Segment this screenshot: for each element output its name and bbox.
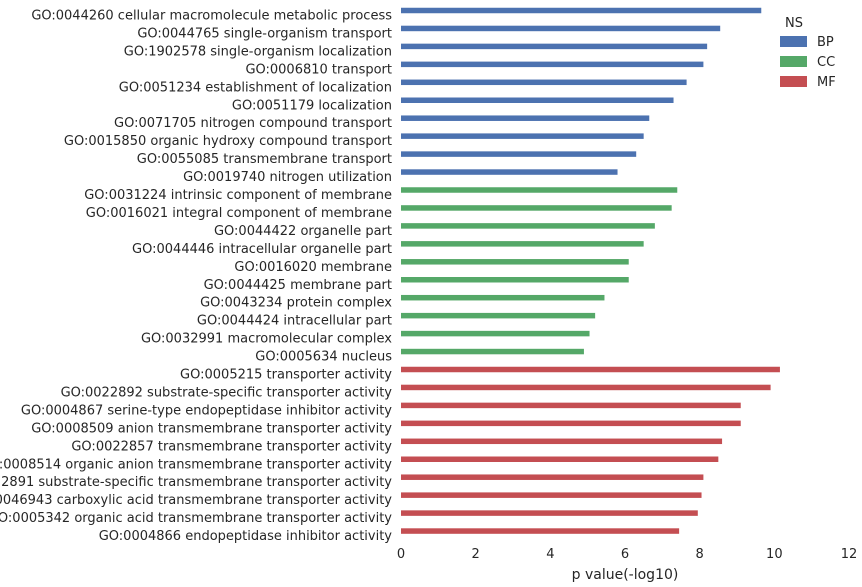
category-label: GO:0044425 membrane part xyxy=(204,278,392,293)
bar-cc xyxy=(401,330,590,337)
category-label: GO:0055085 transmembrane transport xyxy=(137,152,392,167)
bar-bp xyxy=(401,61,704,68)
category-label: GO:1902578 single-organism localization xyxy=(124,44,392,59)
bar-cc xyxy=(401,205,672,211)
bar-mf xyxy=(401,384,771,391)
category-label: GO:0022892 substrate-specific transporte… xyxy=(61,385,393,400)
category-label: GO:0005634 nucleus xyxy=(255,350,392,365)
category-label: GO:0016020 membrane xyxy=(234,260,392,275)
x-tick-label: 6 xyxy=(621,547,629,562)
category-label: GO:0006810 transport xyxy=(245,62,392,77)
bar-bp xyxy=(401,115,650,121)
x-axis-title: p value(-log10) xyxy=(572,567,679,583)
bar-cc xyxy=(401,277,629,283)
bar-mf xyxy=(401,474,704,480)
legend-label-mf: MF xyxy=(817,75,836,90)
legend-label-cc: CC xyxy=(817,55,835,70)
category-label: GO:0005342 organic acid transmembrane tr… xyxy=(0,511,392,526)
legend-title: NS xyxy=(785,16,803,31)
bar-cc xyxy=(401,259,629,265)
bar-mf xyxy=(401,456,719,462)
bar-bp xyxy=(401,25,721,32)
bar-bp xyxy=(401,43,708,50)
bar-bp xyxy=(401,7,762,14)
x-axis-ticks: 0 2 4 6 8 10 12 xyxy=(397,547,857,562)
legend: NS BP CC MF xyxy=(780,16,836,90)
category-label: GO:0004867 serine-type endopeptidase inh… xyxy=(21,403,392,418)
x-tick-label: 10 xyxy=(766,547,783,562)
bar-cc xyxy=(401,187,678,193)
bar-bp xyxy=(401,97,674,103)
bar-cc xyxy=(401,348,584,355)
bar-cc xyxy=(401,294,605,301)
x-tick-label: 2 xyxy=(472,547,480,562)
bar-bp xyxy=(401,133,644,139)
bar-mf xyxy=(401,402,741,409)
bar-bp xyxy=(401,169,618,175)
legend-swatch-bp xyxy=(780,36,807,47)
category-label: GO:0016021 integral component of membran… xyxy=(86,206,392,221)
bar-mf xyxy=(401,438,723,445)
x-tick-label: 8 xyxy=(696,547,704,562)
category-label: GO:0044446 intracellular organelle part xyxy=(132,242,392,257)
category-label: GO:0044765 single-organism transport xyxy=(137,26,392,41)
category-label: GO:0051179 localization xyxy=(232,98,392,113)
category-label: GO:0015850 organic hydroxy compound tran… xyxy=(64,134,392,149)
bar-cc xyxy=(401,223,655,229)
bar-bp xyxy=(401,79,687,86)
bar-cc xyxy=(401,312,596,319)
x-tick-label: 12 xyxy=(841,547,858,562)
category-label: GO:0043234 protein complex xyxy=(200,296,392,311)
category-label: GO:0071705 nitrogen compound transport xyxy=(114,116,392,131)
category-label: GO:0031224 intrinsic component of membra… xyxy=(84,188,392,203)
bars-layer xyxy=(401,7,780,534)
category-label: GO:0044424 intracellular part xyxy=(197,314,392,329)
category-label: GO:0004866 endopeptidase inhibitor activ… xyxy=(99,529,393,544)
category-label: GO:0051234 establishment of localization xyxy=(119,80,392,95)
category-label: GO:0008509 anion transmembrane transport… xyxy=(31,421,392,436)
category-label: GO:0022891 substrate-specific transmembr… xyxy=(0,475,392,490)
legend-label-bp: BP xyxy=(817,35,834,50)
bar-mf xyxy=(401,528,680,534)
category-labels: GO:0044260 cellular macromolecule metabo… xyxy=(0,9,392,545)
bar-mf xyxy=(401,420,741,427)
bar-cc xyxy=(401,241,644,247)
category-label: GO:0022857 transmembrane transporter act… xyxy=(71,439,392,454)
bar-mf xyxy=(401,492,702,498)
category-label: GO:0044260 cellular macromolecule metabo… xyxy=(31,9,392,24)
category-label: GO:0019740 nitrogen utilization xyxy=(183,170,392,185)
legend-swatch-mf xyxy=(780,76,807,87)
bar-bp xyxy=(401,151,637,157)
category-label: GO:0044422 organelle part xyxy=(214,224,392,239)
category-label: GO:0046943 carboxylic acid transmembrane… xyxy=(0,493,392,508)
category-label: GO:0032991 macromolecular complex xyxy=(141,332,392,347)
category-label: GO:0008514 organic anion transmembrane t… xyxy=(0,457,392,472)
x-tick-label: 4 xyxy=(546,547,554,562)
legend-swatch-cc xyxy=(780,56,807,67)
bar-mf xyxy=(401,366,780,373)
x-tick-label: 0 xyxy=(397,547,405,562)
bar-mf xyxy=(401,510,698,516)
legend-entries: BP CC MF xyxy=(780,35,836,90)
category-label: GO:0005215 transporter activity xyxy=(180,368,392,383)
